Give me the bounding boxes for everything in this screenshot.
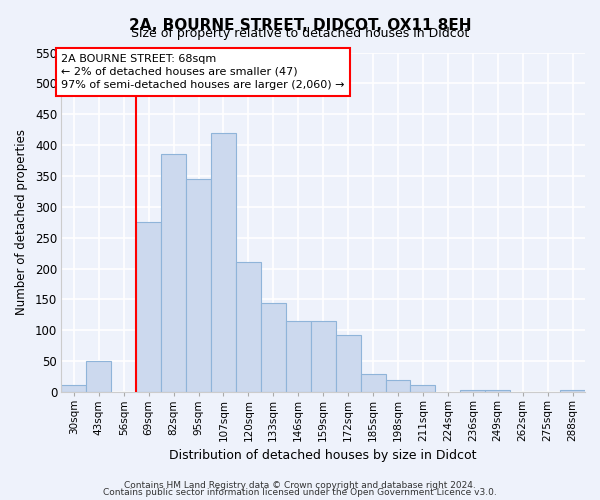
Bar (136, 222, 161, 392)
Text: Contains public sector information licensed under the Open Government Licence v3: Contains public sector information licen… (103, 488, 497, 497)
Bar (211, 133, 236, 392)
Bar (186, 179, 211, 392)
Y-axis label: Number of detached properties: Number of detached properties (15, 130, 28, 316)
Bar (261, 302, 286, 392)
Bar (485, 390, 510, 392)
Bar (460, 390, 485, 392)
Text: Contains HM Land Registry data © Crown copyright and database right 2024.: Contains HM Land Registry data © Crown c… (124, 480, 476, 490)
Bar (311, 321, 335, 392)
Bar (560, 390, 585, 392)
Bar (361, 374, 386, 392)
Text: 2A, BOURNE STREET, DIDCOT, OX11 8EH: 2A, BOURNE STREET, DIDCOT, OX11 8EH (129, 18, 471, 32)
Bar (286, 321, 311, 392)
Bar (236, 262, 261, 392)
Bar (335, 336, 361, 392)
X-axis label: Distribution of detached houses by size in Didcot: Distribution of detached houses by size … (169, 450, 477, 462)
Bar (61, 384, 86, 392)
Bar (386, 380, 410, 392)
Text: 2A BOURNE STREET: 68sqm
← 2% of detached houses are smaller (47)
97% of semi-det: 2A BOURNE STREET: 68sqm ← 2% of detached… (61, 54, 345, 90)
Bar (161, 154, 186, 392)
Bar (86, 361, 111, 392)
Text: Size of property relative to detached houses in Didcot: Size of property relative to detached ho… (131, 28, 469, 40)
Bar (410, 384, 436, 392)
